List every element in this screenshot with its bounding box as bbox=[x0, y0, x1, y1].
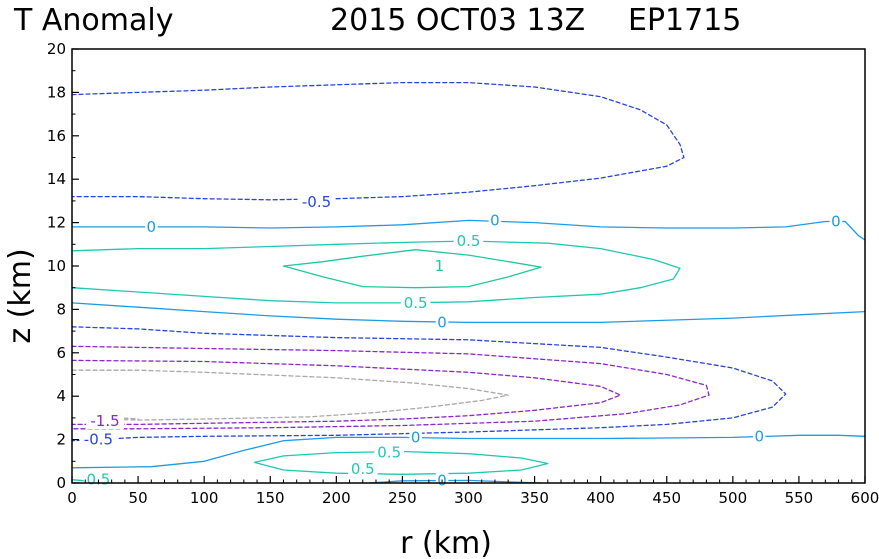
contour-label-bg bbox=[79, 431, 118, 448]
contour-line bbox=[71, 302, 866, 324]
contour-line bbox=[71, 359, 622, 426]
contour-line bbox=[71, 434, 866, 469]
contour-label: 0.5 bbox=[351, 460, 375, 478]
y-tick-label: 6 bbox=[56, 344, 66, 362]
contour-label: 0 bbox=[490, 211, 500, 229]
contour-line bbox=[71, 345, 710, 430]
storm-id: EP1715 bbox=[628, 3, 741, 38]
plot-frame bbox=[71, 48, 866, 484]
contour-label: 1 bbox=[435, 257, 445, 275]
x-tick-label: 150 bbox=[256, 489, 285, 507]
x-tick-label: 500 bbox=[719, 489, 748, 507]
contour-line bbox=[71, 326, 787, 442]
contour-line bbox=[71, 81, 685, 201]
contour-label-bg bbox=[348, 460, 378, 477]
x-tick-label: 400 bbox=[586, 489, 615, 507]
contour-label: 0 bbox=[831, 213, 841, 231]
contour-labels: 10.50.50.50.50.50 0 000 00-0.5-0.5-1.5 bbox=[79, 193, 843, 489]
x-tick-label: 350 bbox=[520, 489, 549, 507]
x-tick-label: 550 bbox=[785, 489, 814, 507]
y-tick-label: 10 bbox=[47, 257, 66, 275]
contour-label: 0.5 bbox=[404, 294, 428, 312]
chart-subtitle: 2015 OCT03 13Z bbox=[330, 3, 585, 38]
contour-label-bg bbox=[86, 413, 125, 430]
contour-label-bg bbox=[297, 193, 336, 210]
x-tick-label: 0 bbox=[67, 489, 77, 507]
y-tick-label: 4 bbox=[56, 387, 66, 405]
contour-label: -1.5 bbox=[90, 412, 119, 430]
y-tick-label: 18 bbox=[47, 83, 66, 101]
y-tick-label: 20 bbox=[47, 40, 66, 58]
contour-line bbox=[282, 249, 542, 289]
x-tick-label: 200 bbox=[322, 489, 351, 507]
x-axis-label: r (km) bbox=[400, 526, 492, 559]
y-tick-label: 0 bbox=[56, 474, 66, 492]
contour-label-bg bbox=[435, 314, 449, 331]
x-axis-ticks: 0 50 100 150 200 250 300 350 400 450 500 550 600 bbox=[67, 476, 879, 507]
y-tick-label: 12 bbox=[47, 214, 66, 232]
contour-label: -0.5 bbox=[84, 431, 113, 449]
y-tick-label: 2 bbox=[56, 431, 66, 449]
y-tick-label: 8 bbox=[56, 300, 66, 318]
chart-title: T Anomaly bbox=[13, 3, 173, 38]
contour-label: 0.5 bbox=[457, 232, 481, 250]
y-tick-label: 14 bbox=[47, 170, 66, 188]
y-axis-ticks: 0 2 4 6 8 10 12 14 16 18 20 bbox=[47, 40, 79, 492]
contour-label-bg bbox=[374, 444, 404, 461]
contour-label: 0 bbox=[147, 218, 157, 236]
x-tick-label: 50 bbox=[129, 489, 148, 507]
contour-lines bbox=[71, 81, 866, 484]
contour-label: 0 bbox=[754, 427, 764, 445]
contour-label-bg bbox=[453, 233, 484, 250]
contour-label-bg bbox=[829, 213, 843, 230]
contour-label-bg bbox=[433, 258, 446, 274]
contour-label: 0.5 bbox=[377, 444, 401, 462]
x-tick-label: 100 bbox=[190, 489, 219, 507]
y-tick-label: 16 bbox=[47, 127, 66, 145]
contour-label: 0 bbox=[411, 428, 421, 446]
contour-label: -0.5 bbox=[302, 193, 331, 211]
x-tick-label: 250 bbox=[388, 489, 417, 507]
contour-label-bg bbox=[753, 428, 766, 445]
contour-label-bg bbox=[145, 218, 158, 235]
contour-label: 0 bbox=[437, 313, 447, 331]
x-tick-label: 450 bbox=[652, 489, 681, 507]
contour-line bbox=[71, 240, 681, 304]
contour-label-bg bbox=[409, 429, 422, 446]
contour-label-bg bbox=[488, 212, 502, 229]
x-tick-label: 600 bbox=[851, 489, 879, 507]
contour-line bbox=[71, 369, 509, 421]
y-axis-label: z (km) bbox=[3, 248, 38, 343]
contour-label-bg bbox=[400, 294, 431, 311]
x-tick-label: 300 bbox=[454, 489, 483, 507]
contour-line bbox=[253, 450, 549, 475]
